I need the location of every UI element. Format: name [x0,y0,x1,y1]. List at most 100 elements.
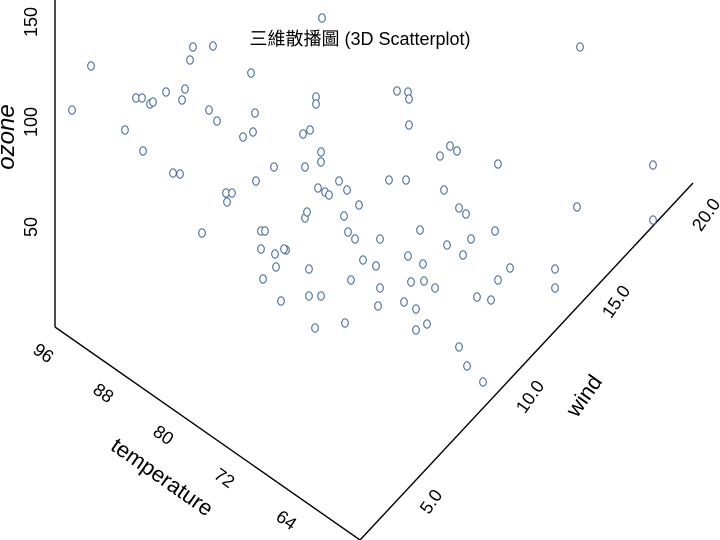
data-point [400,297,408,307]
wind-tick-label: 15.0 [598,281,634,321]
data-point [440,185,448,195]
data-point [459,250,467,260]
data-point [169,168,177,178]
data-point [431,283,439,293]
wind-axis-line [359,182,694,540]
data-point [402,175,410,185]
data-points [68,13,657,387]
temperature-tick-label: 72 [211,464,239,492]
data-point [249,127,257,137]
data-point [463,361,471,371]
data-point [209,41,217,51]
data-point [87,61,95,71]
temperature-tick-label: 64 [273,506,301,534]
data-point [305,264,313,274]
data-point [121,125,129,135]
data-point [198,228,206,238]
data-point [318,13,326,23]
z-tick-label: 50 [21,217,41,237]
data-point [138,93,146,103]
temperature-tick-label: 80 [150,421,178,449]
data-point [257,244,265,254]
data-point [491,226,499,236]
data-point [355,200,363,210]
data-point [455,342,463,352]
data-point [404,251,412,261]
data-point [506,263,514,273]
data-point [405,94,413,104]
data-point [573,202,581,212]
temperature-tick-label: 88 [90,379,118,407]
data-point [270,162,278,172]
data-point [317,291,325,301]
data-point [301,162,309,172]
data-point [347,275,355,285]
wind-axis-title: wind [560,370,607,422]
data-point [205,105,213,115]
data-point [139,146,147,156]
data-point [261,226,269,236]
data-point [412,304,420,314]
data-point [374,301,382,311]
data-point [223,197,231,207]
data-point [271,249,279,259]
data-point [551,264,559,274]
temperature-axis-line [54,326,361,540]
data-point [462,209,470,219]
data-point [423,319,431,329]
data-point [341,318,349,328]
data-point [335,176,343,186]
data-point [317,147,325,157]
data-point [376,283,384,293]
data-point [228,188,236,198]
data-point [277,296,285,306]
data-point [412,325,420,335]
data-point [305,291,313,301]
data-point [576,42,584,52]
data-point [340,211,348,221]
data-point [436,151,444,161]
data-point [351,234,359,244]
data-point [272,262,280,272]
data-point [487,295,495,305]
wind-tick-label: 5.0 [416,486,447,518]
data-point [325,190,333,200]
data-point [479,377,487,387]
data-point [239,132,247,142]
data-point [359,255,367,265]
data-point [251,108,259,118]
data-point [162,87,170,97]
data-point [189,42,197,52]
z-tick-label: 100 [21,107,41,137]
data-point [149,97,157,107]
data-point [252,176,260,186]
z-axis-title: ozone [0,104,20,169]
data-point [317,157,325,167]
data-point [299,129,307,139]
data-point [393,86,401,96]
data-point [649,160,657,170]
data-point [372,261,380,271]
data-point [385,175,393,185]
data-point [259,274,267,284]
data-point [314,183,322,193]
data-point [312,99,320,109]
data-point [306,125,314,135]
data-point [303,207,311,217]
data-point [181,84,189,94]
data-point [551,283,559,293]
data-point [344,227,352,237]
data-point [68,105,76,115]
wind-tick-label: 10.0 [512,376,548,416]
data-point [443,240,451,250]
data-point [407,277,415,287]
data-point [494,159,502,169]
data-point [186,55,194,65]
data-point [494,275,502,285]
data-point [467,234,475,244]
data-point [473,292,481,302]
data-point [247,68,255,78]
data-point [376,234,384,244]
data-point [649,215,657,225]
z-tick-label: 150 [21,7,41,37]
